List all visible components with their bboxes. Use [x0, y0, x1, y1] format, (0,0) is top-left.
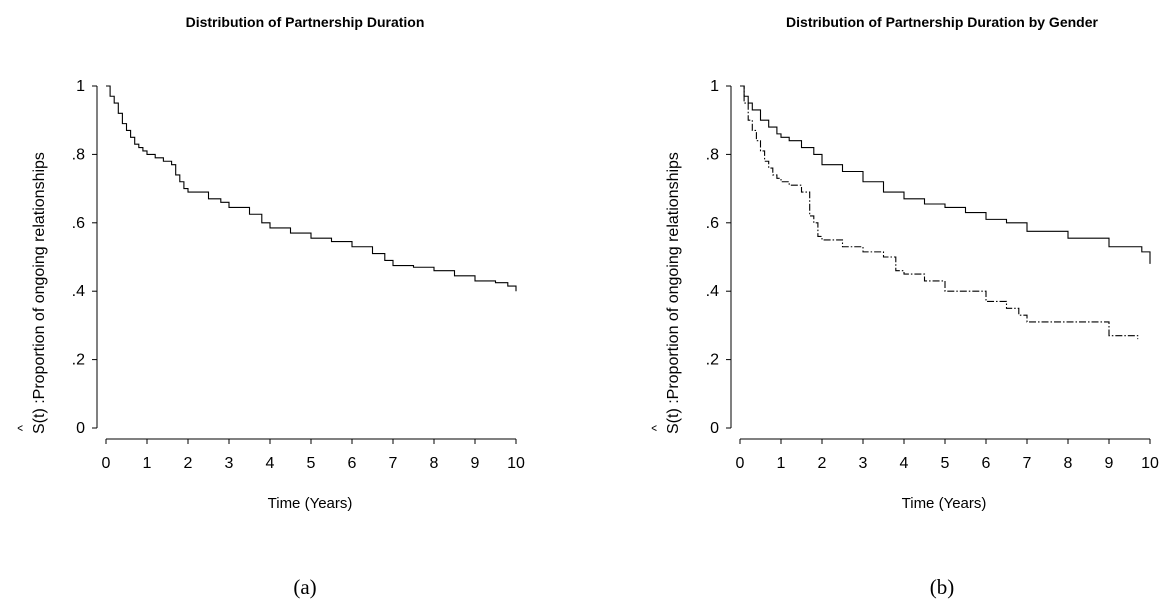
chart-a-title: Distribution of Partnership Duration	[186, 14, 425, 30]
chart-a-x-tick-label: 8	[430, 455, 439, 472]
chart-a-x-axis-label: Time (Years)	[268, 495, 353, 512]
chart-a-x-tick-label: 2	[184, 455, 193, 472]
chart-b-x-tick-label: 1	[777, 455, 786, 472]
chart-a-y-axis-label-hat: ^	[15, 424, 30, 431]
chart-b-x-tick-label: 10	[1141, 455, 1159, 472]
chart-b-x-tick-label: 0	[736, 455, 745, 472]
chart-a-x-tick-label: 0	[102, 455, 111, 472]
chart-b-y-tick-label: .6	[706, 215, 719, 232]
chart-a-y-axis-label-text: S(t) :Proportion of ongoing relationship…	[31, 152, 48, 434]
chart-b-x-tick-label: 9	[1105, 455, 1114, 472]
chart-a-y-tick-label: .2	[72, 352, 85, 369]
chart-a-x-tick-label: 3	[225, 455, 234, 472]
chart-b: Distribution of Partnership Duration by …	[649, 14, 1159, 599]
chart-a-y-tick-label: .8	[72, 146, 85, 163]
chart-b-x-tick-label: 6	[982, 455, 991, 472]
chart-a-y-tick-label: .4	[72, 283, 85, 300]
chart-b-caption: (b)	[930, 575, 955, 599]
chart-b-x-tick-label: 8	[1064, 455, 1073, 472]
chart-a-x-tick-label: 5	[307, 455, 316, 472]
chart-b-x-tick-label: 2	[818, 455, 827, 472]
chart-b-x-tick-label: 7	[1023, 455, 1032, 472]
chart-b-series-2-line	[740, 85, 1139, 340]
chart-a-y-tick-label: 0	[76, 420, 85, 437]
chart-b-x-axis-label: Time (Years)	[902, 495, 987, 512]
chart-b-y-tick-label: 1	[710, 78, 719, 95]
chart-a-series-1-line	[106, 85, 517, 292]
chart-b-y-tick-label: .2	[706, 352, 719, 369]
chart-a-x-tick-label: 9	[471, 455, 480, 472]
chart-b-title: Distribution of Partnership Duration by …	[786, 14, 1098, 30]
chart-b-series	[740, 85, 1151, 340]
chart-a-caption: (a)	[293, 575, 316, 599]
chart-b-y-axis-label-text: S(t) :Proportion of ongoing relationship…	[665, 152, 682, 434]
chart-b-y-tick-label: .4	[706, 283, 719, 300]
chart-a-y-tick-label: .6	[72, 215, 85, 232]
chart-a-axes: 0.2.4.6.810 1 2 3 4 5 6 7 8 9 10^ S(t) :Proportion …	[15, 78, 525, 472]
chart-a-y-axis-label: ^ S(t) :Proportion of ongoing relationshi…	[15, 152, 48, 434]
chart-b-x-tick-label: 4	[900, 455, 909, 472]
chart-a-x-tick-label: 1	[143, 455, 152, 472]
chart-b-axes: 0.2.4.6.810 1 2 3 4 5 6 7 8 9 10^ S(t) :Proportion …	[649, 78, 1159, 472]
chart-a: Distribution of Partnership Duration 0 .2…	[15, 14, 525, 599]
chart-b-x-tick-label: 5	[941, 455, 950, 472]
chart-a-x-tick-label: 10	[507, 455, 525, 472]
chart-b-y-axis-label: ^ S(t) :Proportion of ongoing relationshi…	[649, 152, 682, 434]
chart-a-y-tick-label: 1	[76, 78, 85, 95]
chart-b-series-1-line	[740, 85, 1151, 264]
chart-b-y-axis-label-hat: ^	[649, 424, 664, 431]
chart-b-x-tick-label: 3	[859, 455, 868, 472]
chart-a-x-tick-label: 6	[348, 455, 357, 472]
chart-a-x-tick-label: 7	[389, 455, 398, 472]
chart-a-x-tick-label: 4	[266, 455, 275, 472]
chart-b-y-tick-label: 0	[710, 420, 719, 437]
chart-a-series	[106, 85, 517, 292]
chart-b-y-tick-label: .8	[706, 146, 719, 163]
